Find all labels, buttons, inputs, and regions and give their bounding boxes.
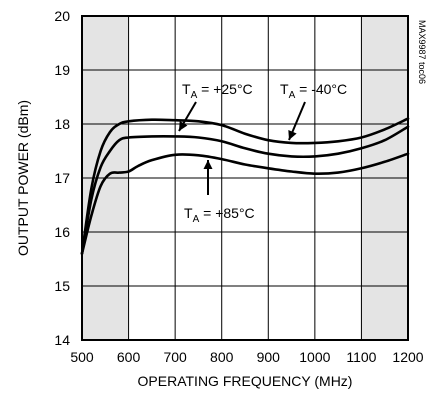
y-tick-label: 16 (54, 224, 70, 240)
x-axis-title: OPERATING FREQUENCY (MHz) (138, 373, 353, 389)
series-line-minus40c (80, 117, 410, 255)
arrow-head (288, 129, 297, 140)
grid-lines (82, 16, 408, 340)
x-tick-label: 600 (117, 349, 141, 365)
x-tick-label: 800 (210, 349, 234, 365)
arrow-plus85c (203, 160, 213, 195)
x-tick-label: 900 (257, 349, 281, 365)
y-tick-labels: 14 15 16 17 18 19 20 (54, 8, 70, 348)
y-tick-label: 18 (54, 116, 70, 132)
y-axis-title: OUTPUT POWER (dBm) (15, 100, 31, 256)
y-tick-label: 15 (54, 278, 70, 294)
data-series (80, 117, 410, 255)
plot-frame (81, 15, 409, 341)
arrow-head (203, 160, 213, 169)
annotation-arrows (178, 101, 306, 195)
arrow-plus25c (178, 101, 197, 132)
series-line-plus85c (80, 152, 410, 255)
x-tick-label: 1000 (299, 349, 330, 365)
x-tick-labels: 500 600 700 800 900 1000 1100 1200 (70, 349, 423, 365)
series-line-plus25c (80, 125, 410, 255)
annotation-label-plus25c: TA = +25°C (182, 81, 253, 101)
x-tick-label: 1200 (392, 349, 423, 365)
x-tick-label: 1100 (346, 349, 376, 365)
x-tick-label: 500 (70, 349, 94, 365)
annotation-labels: TA = +25°C TA = -40°C TA = +85°C (182, 81, 347, 225)
annotation-label-plus85c: TA = +85°C (184, 205, 255, 225)
arrow-head (179, 120, 188, 131)
annotation-label-minus40c: TA = -40°C (280, 81, 347, 101)
y-tick-label: 14 (54, 332, 70, 348)
arrow-minus40c (288, 101, 306, 141)
y-tick-label: 17 (54, 170, 70, 186)
x-tick-label: 700 (163, 349, 187, 365)
y-tick-label: 19 (54, 62, 70, 78)
figure-id-watermark: MAX9987 toc06 (417, 20, 427, 84)
y-tick-label: 20 (54, 8, 70, 24)
